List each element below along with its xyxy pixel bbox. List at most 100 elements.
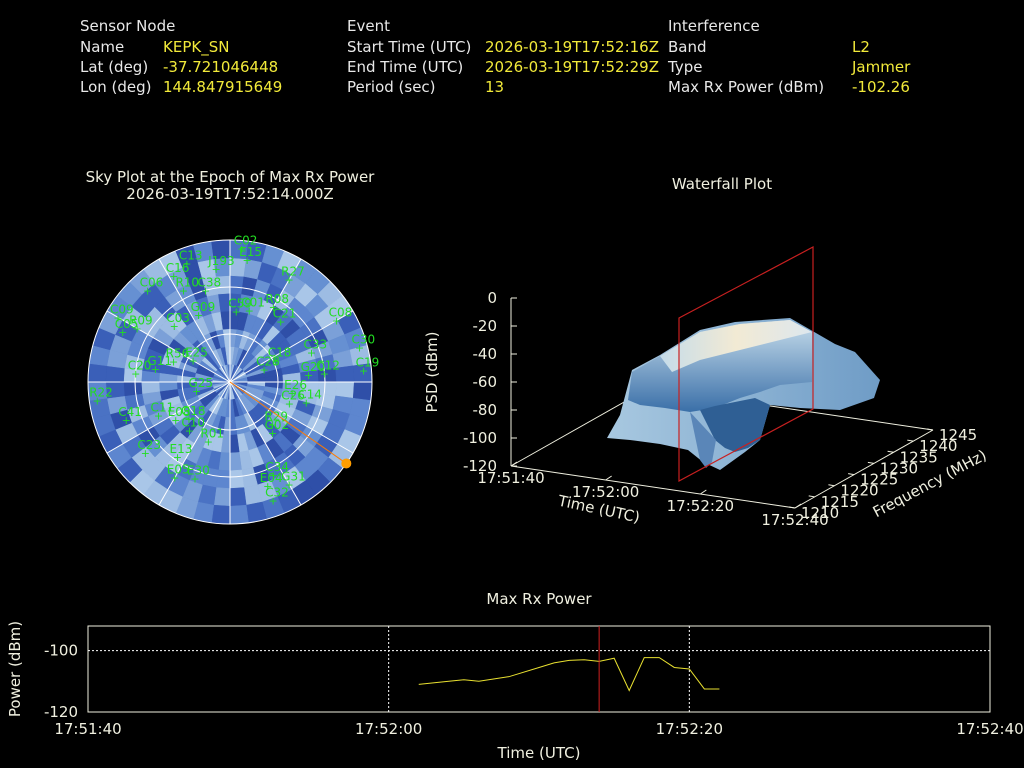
satellite-label: C01: [241, 295, 265, 309]
satellite-label: R56: [166, 346, 190, 360]
waterfall-freq-axis: [794, 429, 934, 509]
sky-grid: [87, 239, 373, 525]
line-plot-frame: [87, 625, 991, 713]
line-plot-y-tick-label: -100: [44, 642, 78, 660]
waterfall-time-ticks: 17:51:40 17:52:00 17:52:20 17:52:40: [477, 461, 829, 529]
satellite-label: C05: [115, 317, 139, 331]
line-plot-y-label: Power (dBm): [6, 621, 24, 717]
satellite-marker: +: [194, 309, 203, 322]
sky-tile: [229, 452, 242, 472]
line-plot-x-tick-label: 17:52:20: [656, 720, 723, 738]
satellite-label: C20: [128, 359, 152, 373]
sky-azimuth-spoke: [229, 381, 354, 454]
sky-tile: [105, 365, 125, 383]
satellite-marker: +: [276, 316, 285, 329]
satellite-marker: +: [122, 414, 131, 427]
satellite-label: E15: [239, 245, 262, 259]
waterfall-z-tick-label: -100: [463, 429, 497, 447]
satellite-label: C26: [281, 389, 305, 403]
satellite-marker: +: [285, 274, 294, 287]
satellite-label: C41: [118, 405, 142, 419]
waterfall-surface: [607, 318, 880, 470]
satellite-marker: +: [154, 409, 163, 422]
waterfall-freq-tick-label: 1230: [880, 459, 918, 477]
satellite-marker: +: [304, 369, 313, 382]
satellite-label: C13: [179, 248, 203, 262]
satellite-marker: +: [170, 472, 179, 485]
waterfall-freq-tick: [926, 428, 934, 431]
waterfall-freq-tick: [808, 495, 815, 498]
start-time-label: Start Time (UTC): [347, 38, 472, 56]
satellite-marker: +: [263, 480, 272, 493]
satellite-marker: +: [232, 305, 241, 318]
satellite-marker: +: [237, 242, 246, 255]
waterfall-z-label: PSD (dBm): [423, 331, 441, 412]
satellite-marker: +: [131, 368, 140, 381]
satellite-label: C09: [110, 302, 134, 316]
satellite-label: C19: [356, 355, 380, 369]
sky-tile: [211, 504, 231, 525]
satellite-marker: +: [201, 285, 210, 298]
sky-azimuth-spoke: [229, 310, 354, 383]
satellite-label: C33: [304, 337, 328, 351]
waterfall-notch: [700, 398, 770, 452]
satellite-label: C23: [137, 438, 161, 452]
name-value: KEPK_SN: [163, 38, 230, 56]
satellite-marker: +: [170, 320, 179, 333]
satellite-marker: +: [132, 322, 141, 335]
waterfall-notch-edge: [690, 412, 716, 468]
line-plot-x-tick-label: 17:52:40: [956, 720, 1023, 738]
line-plot-grid: [88, 626, 990, 712]
satellite-label: G02: [265, 418, 290, 432]
waterfall-time-tick-label: 17:51:40: [477, 469, 544, 487]
satellite-label: C08: [329, 305, 353, 319]
sky-azimuth-spoke: [106, 310, 231, 383]
type-label: Type: [668, 58, 703, 76]
satellite-label: E30: [187, 463, 210, 477]
lat-value: -37.721046448: [163, 58, 279, 76]
satellite-label: G31: [281, 469, 306, 483]
satellite-marker: +: [185, 424, 194, 437]
name-label: Name: [80, 38, 125, 56]
start-time-value: 2026-03-19T17:52:16Z: [485, 38, 659, 56]
satellite-label: E25: [185, 346, 208, 360]
satellite-label: R22: [89, 386, 113, 400]
satellite-label: R29: [264, 409, 288, 423]
line-plot-series: [418, 657, 720, 692]
satellite-label: C03: [166, 311, 190, 325]
satellite-marker: +: [355, 341, 364, 354]
satellite-marker: +: [179, 285, 188, 298]
event-title: Event: [347, 17, 390, 35]
satellite-marker: +: [190, 472, 199, 485]
sky-tile: [140, 381, 160, 394]
sky-tile: [335, 381, 355, 399]
satellite-marker: +: [169, 355, 178, 368]
satellite-label: G20: [301, 360, 326, 374]
waterfall-time-axis: [510, 465, 796, 509]
satellite-label: E04: [260, 471, 283, 485]
waterfall-freq-tick-label: 1220: [840, 482, 878, 500]
satellite-label: C10: [181, 415, 205, 429]
waterfall-freq-tick: [788, 506, 796, 509]
line-plot-x-tick-label: 17:52:00: [355, 720, 422, 738]
line-plot-x-tick-label: 17:51:40: [54, 720, 121, 738]
satellite-label: G11: [147, 354, 172, 368]
lon-value: 144.847915649: [163, 78, 283, 96]
max-power-direction-marker: [341, 458, 352, 469]
sensor-node-title: Sensor Node: [80, 17, 176, 35]
satellite-label: E26: [284, 378, 307, 392]
end-time-value: 2026-03-19T17:52:29Z: [485, 58, 659, 76]
sky-tile: [213, 487, 231, 507]
satellite-label: C11: [151, 400, 175, 414]
satellite-label: G09: [191, 300, 216, 314]
waterfall-freq-tick-label: 1245: [939, 426, 977, 444]
satellite-label: R27: [281, 265, 305, 279]
satellite-marker: +: [288, 387, 297, 400]
period-label: Period (sec): [347, 78, 436, 96]
sky-tile: [229, 487, 247, 507]
satellite-label: E05: [167, 463, 190, 477]
satellite-marker: +: [268, 418, 277, 431]
satellite-label: C30: [352, 332, 376, 346]
satellite-label: G18: [181, 404, 206, 418]
